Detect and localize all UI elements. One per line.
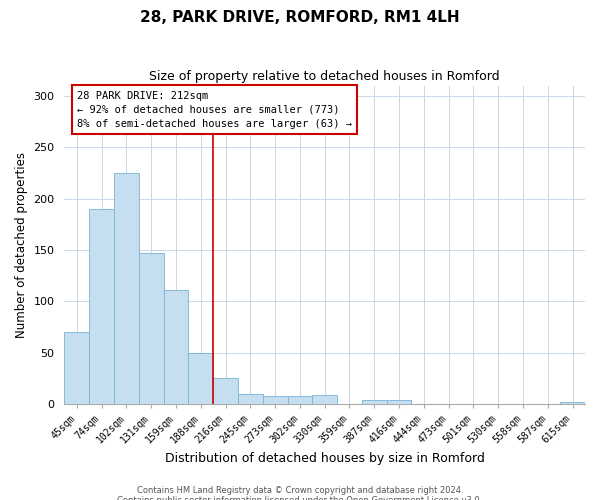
- Bar: [287, 396, 313, 404]
- Bar: [313, 395, 337, 404]
- X-axis label: Distribution of detached houses by size in Romford: Distribution of detached houses by size …: [165, 452, 485, 465]
- Bar: [213, 378, 238, 404]
- Bar: [114, 173, 139, 404]
- Text: Contains HM Land Registry data © Crown copyright and database right 2024.: Contains HM Land Registry data © Crown c…: [137, 486, 463, 495]
- Bar: [362, 400, 386, 404]
- Bar: [64, 332, 89, 404]
- Bar: [139, 253, 164, 404]
- Bar: [89, 209, 114, 404]
- Y-axis label: Number of detached properties: Number of detached properties: [15, 152, 28, 338]
- Bar: [238, 394, 263, 404]
- Text: 28 PARK DRIVE: 212sqm
← 92% of detached houses are smaller (773)
8% of semi-deta: 28 PARK DRIVE: 212sqm ← 92% of detached …: [77, 90, 352, 128]
- Text: 28, PARK DRIVE, ROMFORD, RM1 4LH: 28, PARK DRIVE, ROMFORD, RM1 4LH: [140, 10, 460, 25]
- Title: Size of property relative to detached houses in Romford: Size of property relative to detached ho…: [149, 70, 500, 83]
- Bar: [188, 352, 213, 404]
- Text: Contains public sector information licensed under the Open Government Licence v3: Contains public sector information licen…: [118, 496, 482, 500]
- Bar: [386, 400, 412, 404]
- Bar: [263, 396, 287, 404]
- Bar: [164, 290, 188, 404]
- Bar: [560, 402, 585, 404]
